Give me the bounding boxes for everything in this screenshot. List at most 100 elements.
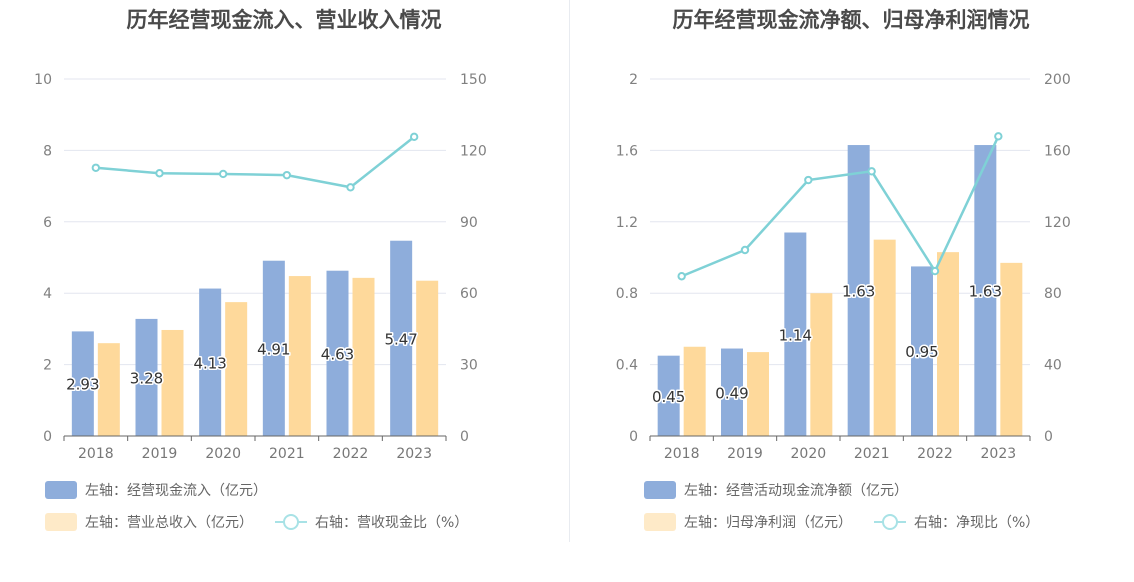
y-right-tick-label: 40 <box>1044 358 1062 374</box>
legend-swatch-blue <box>644 481 676 499</box>
bar-data-label: 4.63 <box>321 345 354 363</box>
y-left-tick-label: 0.4 <box>616 358 638 374</box>
x-tick-label: 2018 <box>664 446 700 462</box>
bar-secondary <box>416 280 439 436</box>
y-left-tick-label: 0.8 <box>616 286 638 302</box>
y-left-tick-label: 2 <box>629 72 638 88</box>
y-right-tick-label: 80 <box>1044 286 1062 302</box>
y-left-tick-label: 1.6 <box>616 143 638 159</box>
chart-title: 历年经营现金流净额、归母净利润情况 <box>672 8 1030 32</box>
x-tick-label: 2023 <box>396 446 432 462</box>
bar-primary <box>974 145 997 437</box>
x-tick-label: 2021 <box>854 446 890 462</box>
bar-secondary <box>97 343 120 436</box>
legend-item-bar-blue[interactable]: 左轴：经营现金流入（亿元） <box>45 480 267 500</box>
ratio-point <box>740 245 750 255</box>
legend-item-bar-orange[interactable]: 左轴：归母净利润（亿元） <box>644 512 852 532</box>
x-tick-label: 2019 <box>727 446 763 462</box>
bar-primary <box>71 331 94 436</box>
legend-label: 左轴：经营现金流入（亿元） <box>85 483 267 499</box>
x-tick-label: 2021 <box>269 446 305 462</box>
ratio-point <box>282 170 292 180</box>
legend-swatch-blue <box>45 481 77 499</box>
bar-data-label: 1.14 <box>779 326 812 344</box>
chart-title: 历年经营现金流入、营业收入情况 <box>126 8 442 32</box>
y-left-tick-label: 10 <box>34 72 52 88</box>
y-right-tick-label: 0 <box>1044 429 1053 445</box>
bar-data-label: 0.49 <box>715 384 748 402</box>
chart-panel-net-cash: 历年经营现金流净额、归母净利润情况 0 0 0.4 40 0.8 80 1.2 120 1.6 1… <box>568 0 1134 582</box>
bar-secondary <box>161 329 184 436</box>
x-tick-label: 2023 <box>981 446 1017 462</box>
legend-line-marker-icon <box>275 513 307 531</box>
legend-item-bar-orange[interactable]: 左轴：营业总收入（亿元） <box>45 512 253 532</box>
y-right-tick-label: 90 <box>460 215 478 231</box>
y-left-tick-label: 0 <box>43 429 52 445</box>
ratio-line <box>95 135 415 189</box>
bar-secondary <box>288 276 311 436</box>
legend-label: 右轴：净现比（%） <box>914 515 1040 531</box>
ratio-point <box>994 132 1003 141</box>
ratio-point <box>409 132 419 142</box>
bar-data-label: 1.63 <box>969 283 1002 301</box>
y-right-tick-label: 120 <box>460 143 487 159</box>
legend-item-line[interactable]: 右轴：营收现金比（%） <box>275 512 468 532</box>
chart-plot-area: 0 0 2 30 4 60 6 90 8 120 10 150 2018 2019 2020 2021 2022… <box>34 72 487 462</box>
legend-line-marker-icon <box>874 513 906 531</box>
bar-secondary <box>352 277 375 436</box>
bar-secondary <box>683 346 706 436</box>
bar-data-label: 4.91 <box>257 340 290 358</box>
bar-data-label: 0.45 <box>652 388 685 406</box>
ratio-point <box>218 169 228 179</box>
bar-primary <box>199 288 222 436</box>
legend-item-bar-blue[interactable]: 左轴：经营活动现金流净额（亿元） <box>644 480 908 500</box>
y-left-tick-label: 2 <box>43 358 52 374</box>
y-right-tick-label: 150 <box>460 72 487 88</box>
x-tick-label: 2022 <box>917 446 953 462</box>
bar-data-label: 0.95 <box>905 343 938 361</box>
legend-item-line[interactable]: 右轴：净现比（%） <box>874 512 1039 532</box>
bar-secondary <box>225 302 248 436</box>
y-right-tick-label: 120 <box>1044 215 1071 231</box>
ratio-point <box>867 167 876 176</box>
legend-label: 左轴：归母净利润（亿元） <box>684 515 852 531</box>
x-tick-label: 2022 <box>333 446 369 462</box>
bar-primary <box>784 232 807 436</box>
bar-data-label: 3.28 <box>130 369 163 387</box>
chart-panel-cash-inflow: 历年经营现金流入、营业收入情况 0 0 2 30 4 60 6 90 8 120 10 150 2018… <box>34 8 487 532</box>
legend-label: 左轴：营业总收入（亿元） <box>85 515 253 531</box>
y-left-tick-label: 4 <box>43 286 52 302</box>
y-right-tick-label: 0 <box>460 429 469 445</box>
bar-secondary <box>747 352 769 436</box>
chart-plot-area: 0 0 0.4 40 0.8 80 1.2 120 1.6 160 2 200 2018 2019 2020… <box>616 72 1071 462</box>
y-left-tick-label: 8 <box>43 143 52 159</box>
ratio-point <box>155 169 164 178</box>
ratio-point <box>346 183 355 192</box>
ratio-line <box>681 135 1000 278</box>
bar-primary <box>847 145 870 437</box>
bar-primary <box>911 266 933 436</box>
bar-secondary <box>1000 262 1023 436</box>
bar-secondary <box>937 252 959 436</box>
bar-data-label: 2.93 <box>66 376 99 394</box>
bar-secondary <box>873 239 896 436</box>
ratio-point <box>91 163 101 172</box>
bar-data-label: 1.63 <box>842 283 875 301</box>
bar-data-label: 4.13 <box>193 354 226 372</box>
y-right-tick-label: 60 <box>460 286 478 302</box>
bar-primary <box>657 355 680 436</box>
legend-label: 左轴：经营活动现金流净额（亿元） <box>684 483 908 499</box>
legend-swatch-orange <box>644 513 676 531</box>
bar-data-label: 5.47 <box>384 330 417 348</box>
ratio-point <box>930 266 940 276</box>
legend-swatch-orange <box>45 513 77 531</box>
x-tick-label: 2020 <box>205 446 241 462</box>
bar-primary <box>326 270 349 436</box>
x-tick-label: 2018 <box>78 446 114 462</box>
ratio-point <box>804 175 813 185</box>
bar-primary <box>390 240 413 436</box>
x-tick-label: 2020 <box>791 446 827 462</box>
panel-divider <box>569 0 570 542</box>
bar-secondary <box>810 293 833 436</box>
bar-primary <box>721 348 743 436</box>
